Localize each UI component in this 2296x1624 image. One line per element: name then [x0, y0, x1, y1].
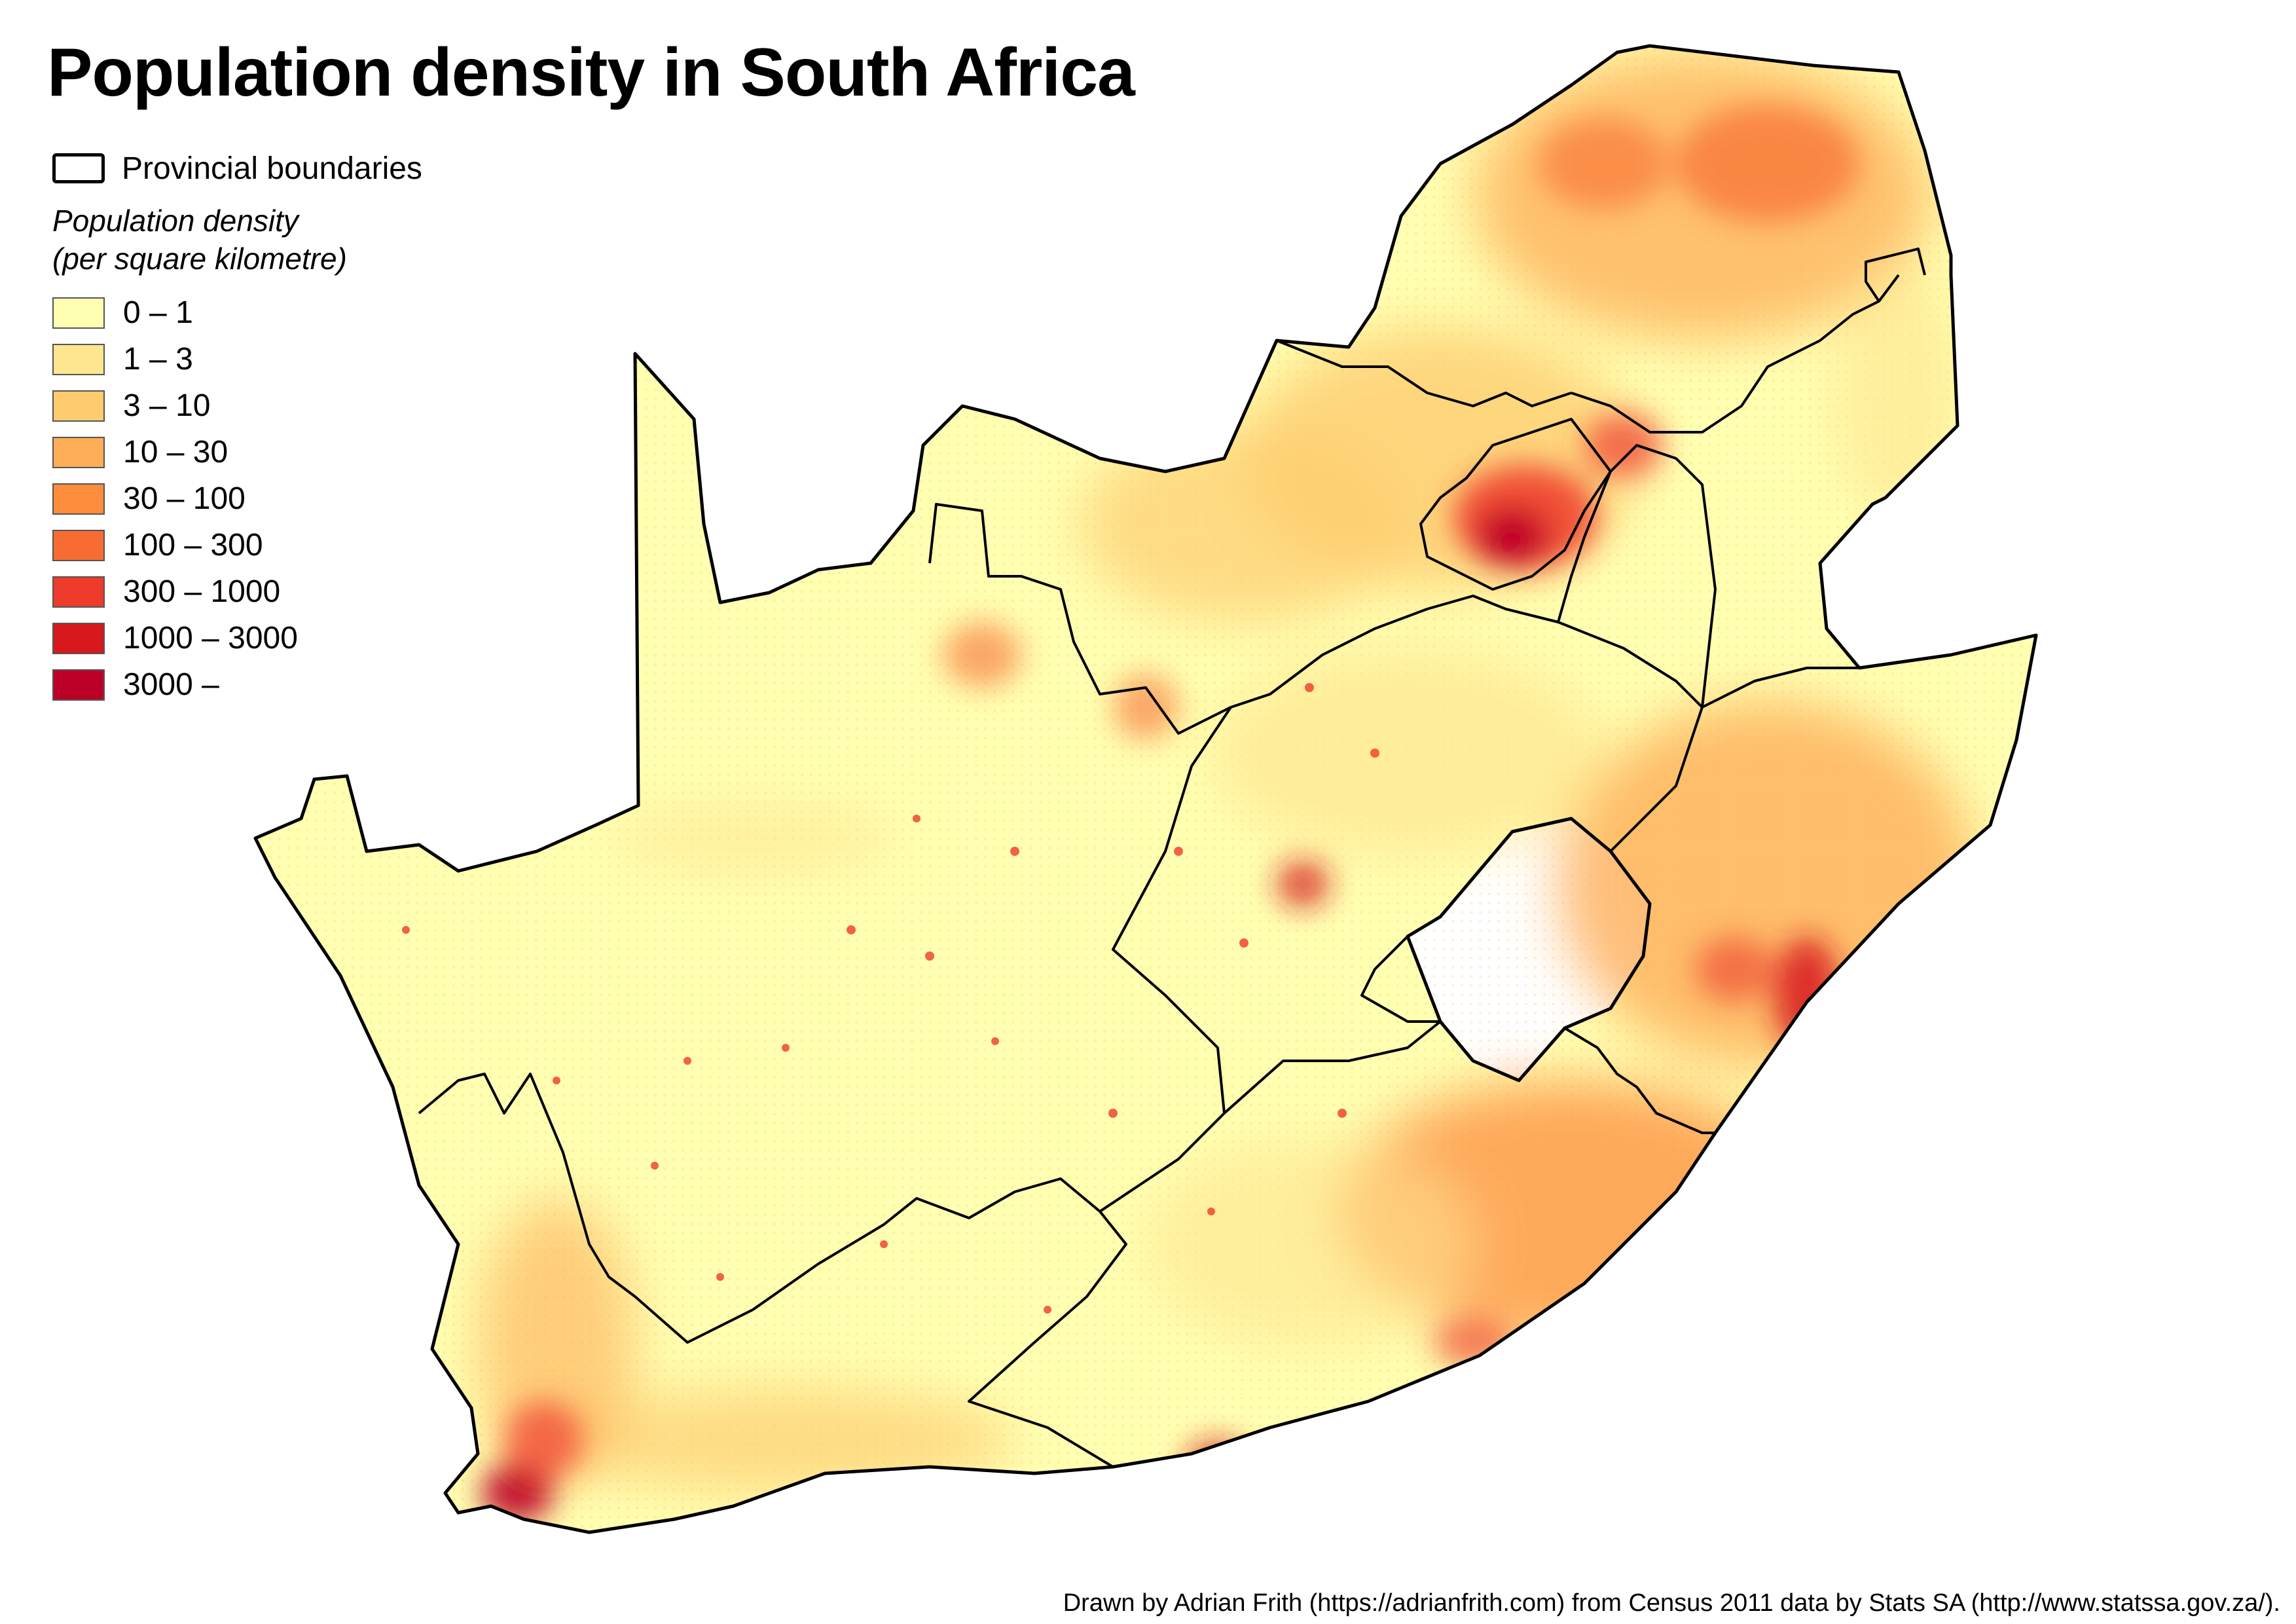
density-heading: Population density (per square kilometre…	[52, 202, 422, 278]
legend-item: 1 – 3	[52, 336, 422, 382]
town-dots	[402, 683, 1379, 1314]
legend-swatch	[52, 343, 105, 375]
legend-swatch	[52, 576, 105, 608]
legend-swatch	[52, 436, 105, 468]
provincial-boundaries	[418, 248, 1926, 1468]
legend: Provincial boundaries Population density…	[52, 145, 422, 708]
map-title: Population density in South Africa	[47, 35, 1135, 111]
legend-label: 300 – 1000	[123, 574, 281, 609]
credit-line: Drawn by Adrian Frith (https://adrianfri…	[1063, 1589, 2280, 1617]
legend-swatch	[52, 297, 105, 329]
legend-item: 0 – 1	[52, 289, 422, 336]
legend-label: 3000 –	[123, 667, 219, 702]
legend-label: 0 – 1	[123, 295, 193, 330]
density-heading-line2: (per square kilometre)	[52, 242, 347, 276]
legend-label: 1000 – 3000	[123, 621, 298, 655]
boundary-label: Provincial boundaries	[122, 151, 422, 186]
legend-item: 30 – 100	[52, 475, 422, 522]
legend-item: 300 – 1000	[52, 568, 422, 615]
legend-boundary-entry: Provincial boundaries	[52, 145, 422, 191]
density-heading-line1: Population density	[52, 204, 299, 238]
country-outline	[253, 44, 2038, 1534]
legend-swatch	[52, 622, 105, 654]
legend-swatch	[52, 390, 105, 422]
legend-label: 100 – 300	[123, 528, 263, 563]
boundary-swatch	[52, 153, 105, 183]
legend-item: 3 – 10	[52, 382, 422, 429]
legend-item: 3000 –	[52, 661, 422, 708]
legend-label: 1 – 3	[123, 342, 193, 377]
density-classes: 0 – 1 1 – 3 3 – 10 10 – 30 30 – 100 100 …	[52, 289, 422, 708]
legend-swatch	[52, 483, 105, 515]
legend-item: 1000 – 3000	[52, 615, 422, 661]
legend-item: 10 – 30	[52, 429, 422, 475]
legend-item: 100 – 300	[52, 522, 422, 568]
legend-swatch	[52, 669, 105, 701]
legend-swatch	[52, 529, 105, 561]
legend-label: 3 – 10	[123, 388, 211, 423]
legend-label: 10 – 30	[123, 435, 228, 470]
legend-label: 30 – 100	[123, 481, 246, 516]
